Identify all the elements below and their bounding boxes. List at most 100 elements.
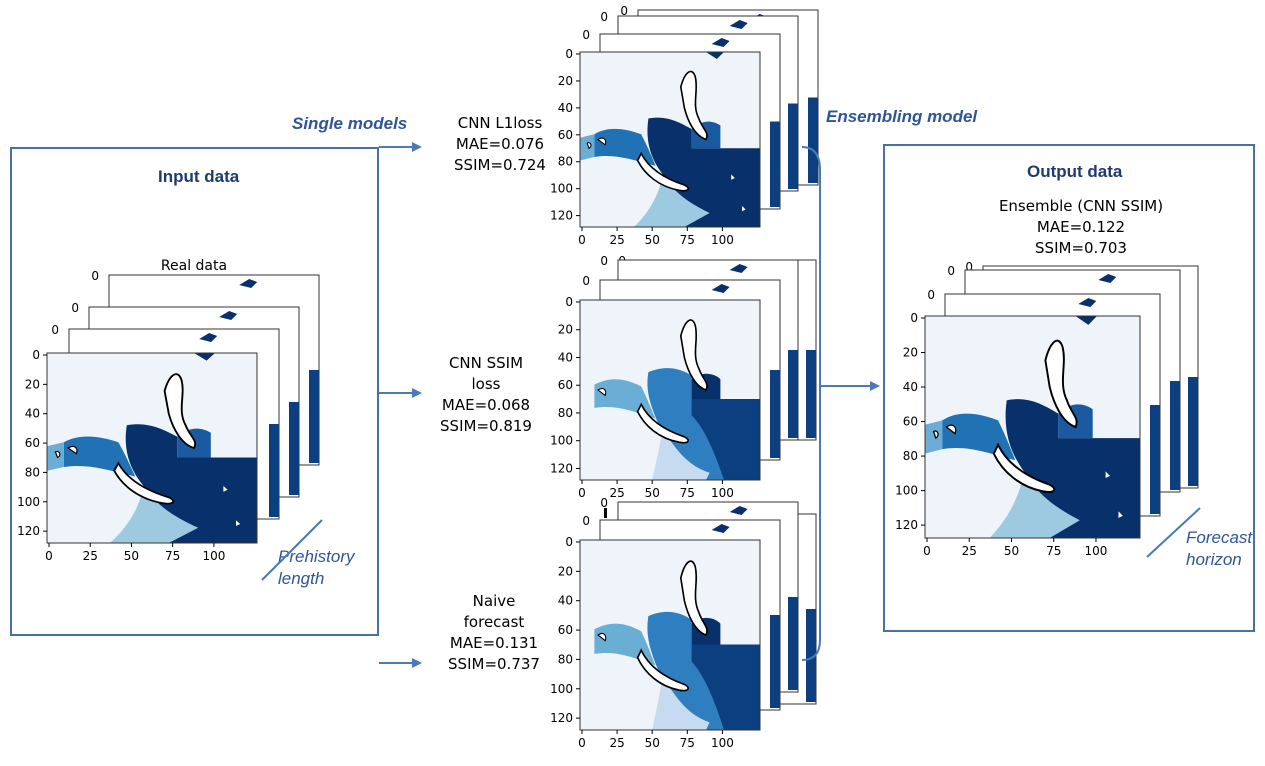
model-cnn-ssim-metrics: CNN SSIM loss MAE=0.068 SSIM=0.819 (426, 353, 546, 437)
cnn-l1-stack-back-tick: 0 (620, 4, 628, 18)
forecast-line-2: horizon (1186, 550, 1242, 569)
naive-stack-ytick-label: 120 (550, 711, 573, 725)
cnn-ssim-stack-back-sea (788, 350, 798, 438)
naive-stack-ytick-label: 0 (565, 535, 573, 549)
cnn-l1-stack-xtick-label: 100 (711, 233, 734, 247)
cnn-l1-stack-back-sea (788, 103, 798, 189)
model-naive-ssim: SSIM=0.737 (448, 655, 540, 673)
model-naive-mae: MAE=0.131 (449, 634, 539, 652)
output-stack-map-content (925, 316, 1140, 538)
forecast-diagonal-line (1146, 507, 1201, 558)
model-naive-name: Naive (472, 592, 516, 610)
output-stack-back-coast (1078, 298, 1097, 307)
cnn-l1-stack-front-map (580, 52, 760, 227)
model-cnn-ssim-name: CNN SSIM (448, 354, 524, 372)
cnn-ssim-stack-map-content (580, 300, 760, 480)
ensemble-metrics: Ensemble (CNN SSIM) MAE=0.122 SSIM=0.703 (981, 196, 1181, 259)
input-stack-back-coast (199, 333, 218, 342)
model-naive-name-2: forecast (463, 613, 525, 631)
naive-stack-ytick-label: 20 (558, 564, 573, 578)
output-stack-xtick-label: 75 (1046, 544, 1061, 558)
naive-stack-xtick-label: 0 (578, 736, 586, 750)
naive-stack-back-coast (711, 524, 730, 533)
cnn-l1-stack-xtick-label: 75 (680, 233, 695, 247)
output-stack-back-sea (1170, 381, 1180, 490)
cnn-l1-stack-front-frame (579, 51, 761, 228)
cnn-ssim-stack-back-sea (770, 370, 780, 458)
cnn-l1-stack-ytick-label: 120 (550, 209, 573, 223)
forecast-line-1: Forecast (1186, 528, 1253, 547)
ensemble-mae: MAE=0.122 (1036, 218, 1126, 236)
model-cnn-ssim-mae: MAE=0.068 (441, 396, 531, 414)
ensemble-ssim: SSIM=0.703 (1035, 239, 1127, 257)
naive-stack-front-map (580, 540, 760, 730)
output-stack-ytick-label: 80 (903, 449, 918, 463)
output-stack-ytick-label: 100 (895, 484, 918, 498)
cnn-ssim-stack-back-coast (711, 284, 730, 293)
model-cnn-l1-ssim: SSIM=0.724 (454, 156, 546, 174)
cnn-l1-stack-back-tick: 0 (582, 28, 590, 42)
output-stack-back-tick: 0 (965, 260, 973, 274)
ensemble-name: Ensemble (CNN SSIM) (998, 197, 1164, 215)
forecast-horizon-label: Forecast horizon (1186, 527, 1252, 571)
input-stack-back-tick: 0 (51, 323, 59, 337)
cnn-ssim-stack-front-frame (579, 299, 761, 481)
output-stack-ytick-label: 40 (903, 380, 918, 394)
input-stack-front-frame (46, 352, 258, 544)
input-stack-stack-title: Real data (161, 258, 227, 274)
cnn-ssim-stack-xtick-label: 25 (609, 486, 624, 500)
input-stack-ytick-label: 120 (17, 524, 40, 538)
cnn-ssim-stack-xtick-label: 50 (645, 486, 660, 500)
naive-stack-xtick-label: 75 (680, 736, 695, 750)
naive-stack-back-coast (729, 506, 748, 515)
cnn-ssim-stack-front-map (580, 300, 760, 480)
output-stack-xtick-label: 25 (962, 544, 977, 558)
input-stack-back-tick: 0 (91, 269, 99, 283)
output-stack-xtick-label: 100 (1085, 544, 1108, 558)
prehistory-line-2: length (278, 569, 325, 588)
cnn-ssim-stack-back-tick: 0 (582, 274, 590, 288)
input-stack-back-sea (269, 424, 279, 517)
output-stack-xtick-label: 50 (1004, 544, 1019, 558)
cnn-l1-stack-ytick-label: 80 (558, 155, 573, 169)
prehistory-length-label: Prehistory length (278, 546, 355, 590)
cnn-l1-stack-map-content (580, 52, 760, 227)
naive-stack-xtick-label: 50 (645, 736, 660, 750)
cnn-ssim-stack-ytick-label: 60 (558, 378, 573, 392)
cnn-l1-stack-back-coast (729, 20, 748, 29)
input-stack-front-map (47, 353, 257, 543)
model-cnn-l1-mae: MAE=0.076 (455, 135, 545, 153)
naive-stack-back-sea (770, 615, 780, 708)
prehistory-diagonal-line (261, 519, 323, 581)
prehistory-line-1: Prehistory (278, 547, 355, 566)
cnn-l1-stack-xtick-label: 25 (609, 233, 624, 247)
cnn-ssim-stack-ytick-label: 120 (550, 461, 573, 475)
output-stack-back-tick: 0 (947, 264, 955, 278)
output-data-box (883, 144, 1255, 632)
cnn-ssim-stack-back-tick: 0 (600, 254, 608, 268)
input-data-title: Input data (158, 167, 240, 186)
input-stack-xtick-label: 25 (83, 549, 98, 563)
input-stack-xtick-label: 0 (45, 549, 53, 563)
cnn-ssim-stack-back-coast (729, 264, 748, 273)
single-models-label: Single models (292, 114, 408, 133)
cnn-ssim-stack-ytick-label: 40 (558, 350, 573, 364)
cnn-ssim-stack-xtick-label: 75 (680, 486, 695, 500)
cnn-l1-stack-back-coast (711, 38, 730, 47)
naive-stack-back-tick: 0 (582, 514, 590, 528)
cnn-l1-stack-ytick-label: 0 (565, 47, 573, 61)
cnn-l1-stack-xtick-label: 50 (645, 233, 660, 247)
input-stack-back-tick: 0 (71, 301, 79, 315)
input-stack-ytick-label: 80 (25, 465, 40, 479)
naive-stack-ytick-label: 40 (558, 594, 573, 608)
input-stack-ytick-label: 20 (25, 377, 40, 391)
naive-stack-xtick-label: 100 (711, 736, 734, 750)
naive-stack-back-sea (806, 609, 816, 702)
naive-stack-front-frame (579, 539, 761, 731)
cnn-l1-stack-ytick-label: 20 (558, 74, 573, 88)
input-data-box (10, 147, 379, 636)
